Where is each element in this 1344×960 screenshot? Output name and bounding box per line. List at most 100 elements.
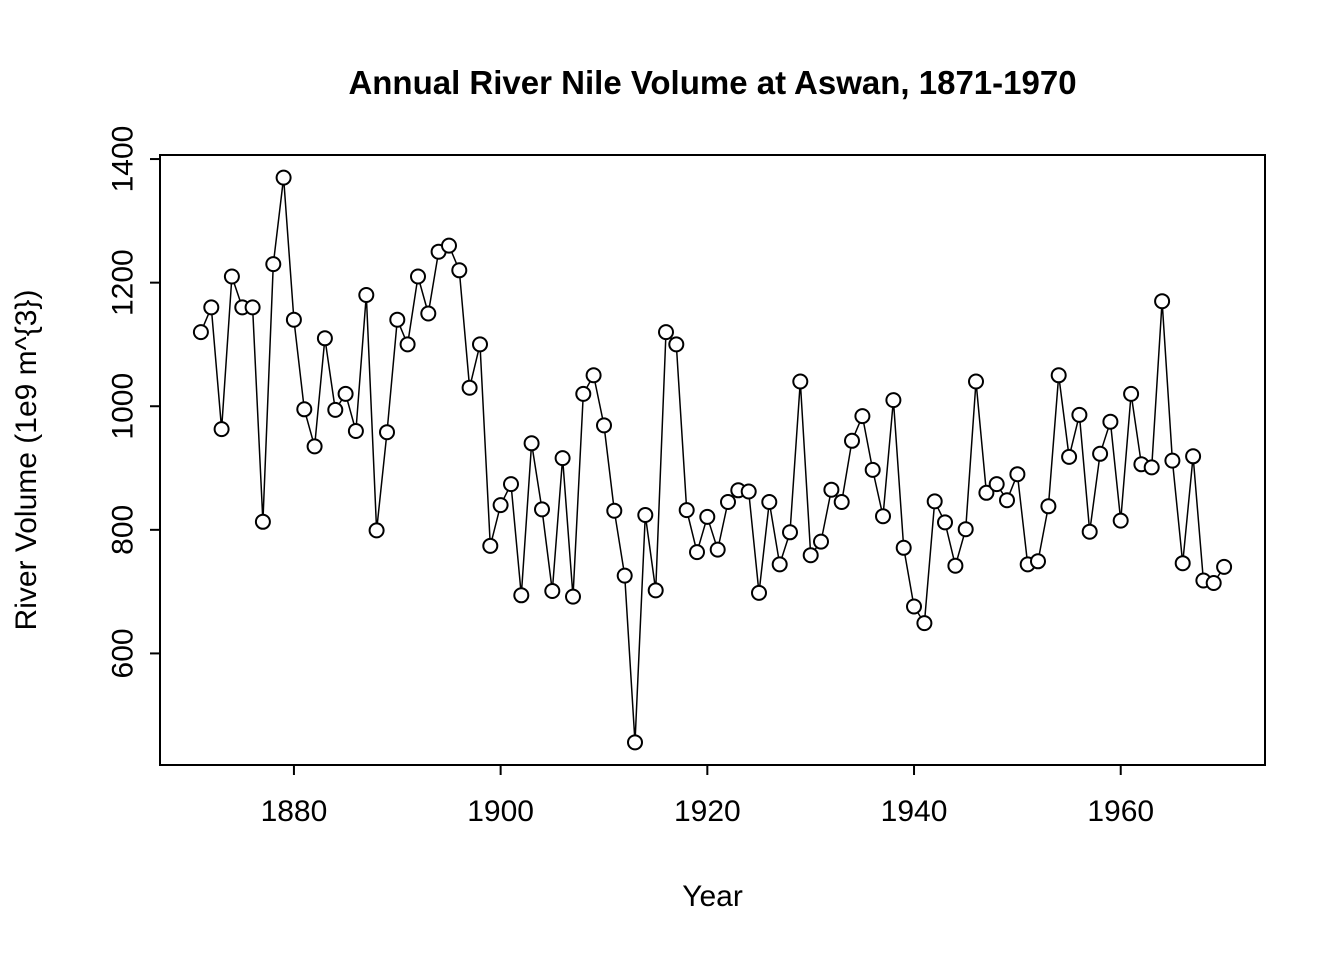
- x-axis: 1880 1900 1920 1940 1960: [261, 765, 1154, 828]
- data-point: [420, 305, 437, 322]
- y-tick-label: 1400: [107, 126, 140, 193]
- plot-frame: [159, 154, 1266, 766]
- data-point: [1216, 558, 1233, 575]
- data-point: [1040, 498, 1057, 515]
- data-point: [1185, 448, 1202, 465]
- data-point: [813, 533, 829, 550]
- data-point: [296, 401, 313, 418]
- data-point: [203, 299, 220, 316]
- data-point: [937, 514, 953, 531]
- data-point: [1143, 459, 1160, 476]
- data-point: [802, 547, 819, 564]
- data-point: [379, 424, 395, 441]
- data-point: [482, 537, 499, 554]
- data-point: [503, 476, 519, 493]
- data-point: [1123, 385, 1140, 402]
- data-point: [1205, 575, 1222, 591]
- data-point: [637, 507, 654, 523]
- data-point: [213, 421, 230, 438]
- y-tick-label: 800: [107, 505, 140, 555]
- data-point: [916, 615, 933, 632]
- data-point: [461, 379, 478, 396]
- data-point: [285, 311, 302, 328]
- data-point: [678, 502, 695, 519]
- data-point: [761, 494, 778, 510]
- data-point: [358, 287, 375, 303]
- data-point: [254, 513, 271, 530]
- chart-title: Annual River Nile Volume at Aswan, 1871-…: [348, 64, 1077, 101]
- data-point: [740, 483, 757, 500]
- data-point: [596, 417, 612, 434]
- data-point: [606, 502, 623, 519]
- data-point: [1164, 452, 1181, 469]
- data-point: [988, 476, 1005, 493]
- x-tick-label: 1880: [261, 795, 328, 828]
- data-point: [554, 450, 571, 467]
- data-point: [472, 336, 488, 353]
- data-point: [513, 587, 530, 604]
- data-point: [1050, 367, 1067, 384]
- data-point: [275, 169, 292, 186]
- data-point: [616, 567, 633, 584]
- data-point: [1154, 293, 1171, 310]
- data-point: [492, 497, 509, 514]
- data-point: [906, 598, 922, 615]
- data-point: [1061, 448, 1078, 465]
- data-point: [844, 432, 860, 449]
- data-point: [316, 330, 333, 347]
- data-point: [926, 493, 943, 510]
- data-point: [689, 544, 705, 561]
- data-point: [875, 508, 891, 525]
- data-point: [792, 373, 809, 390]
- data-point: [1092, 445, 1109, 462]
- data-point: [771, 556, 788, 573]
- data-point: [957, 521, 974, 538]
- data-point: [575, 385, 592, 402]
- data-point: [1102, 413, 1119, 430]
- y-tick-label: 600: [107, 628, 140, 678]
- data-point: [1071, 406, 1088, 423]
- data-point: [668, 336, 685, 353]
- data-point: [534, 501, 550, 518]
- x-tick-label: 1960: [1087, 795, 1154, 828]
- data-point: [978, 484, 995, 501]
- data-point: [864, 461, 881, 478]
- data-point: [192, 324, 209, 341]
- data-point: [647, 582, 664, 599]
- y-tick-label: 1200: [107, 249, 140, 316]
- data-point: [1081, 523, 1098, 540]
- data-point: [265, 256, 282, 273]
- y-tick-label: 1000: [107, 373, 140, 440]
- data-point: [399, 336, 416, 353]
- data-point: [1112, 512, 1129, 529]
- data-point: [544, 583, 561, 599]
- data-point: [1030, 553, 1046, 570]
- y-axis: 600 800 1000 1200 1400: [107, 126, 160, 678]
- data-point: [720, 494, 736, 510]
- data-point: [368, 522, 385, 539]
- data-point: [699, 508, 716, 525]
- series-points: [192, 169, 1233, 751]
- data-point: [410, 268, 426, 285]
- data-point: [244, 299, 261, 316]
- data-point: [709, 541, 726, 558]
- data-point: [833, 494, 850, 510]
- data-point: [895, 539, 912, 556]
- x-tick-label: 1920: [674, 795, 741, 828]
- data-point: [441, 237, 457, 254]
- data-point: [823, 481, 840, 498]
- data-point: [347, 423, 364, 439]
- data-point: [523, 435, 540, 452]
- data-point: [854, 408, 871, 425]
- data-point: [782, 524, 798, 541]
- data-point: [947, 557, 964, 574]
- data-point: [327, 401, 344, 418]
- x-axis-label: Year: [682, 880, 743, 913]
- data-point: [306, 438, 323, 455]
- data-point: [223, 268, 240, 285]
- data-point: [1174, 555, 1191, 572]
- data-point: [658, 324, 674, 341]
- data-point: [627, 734, 643, 751]
